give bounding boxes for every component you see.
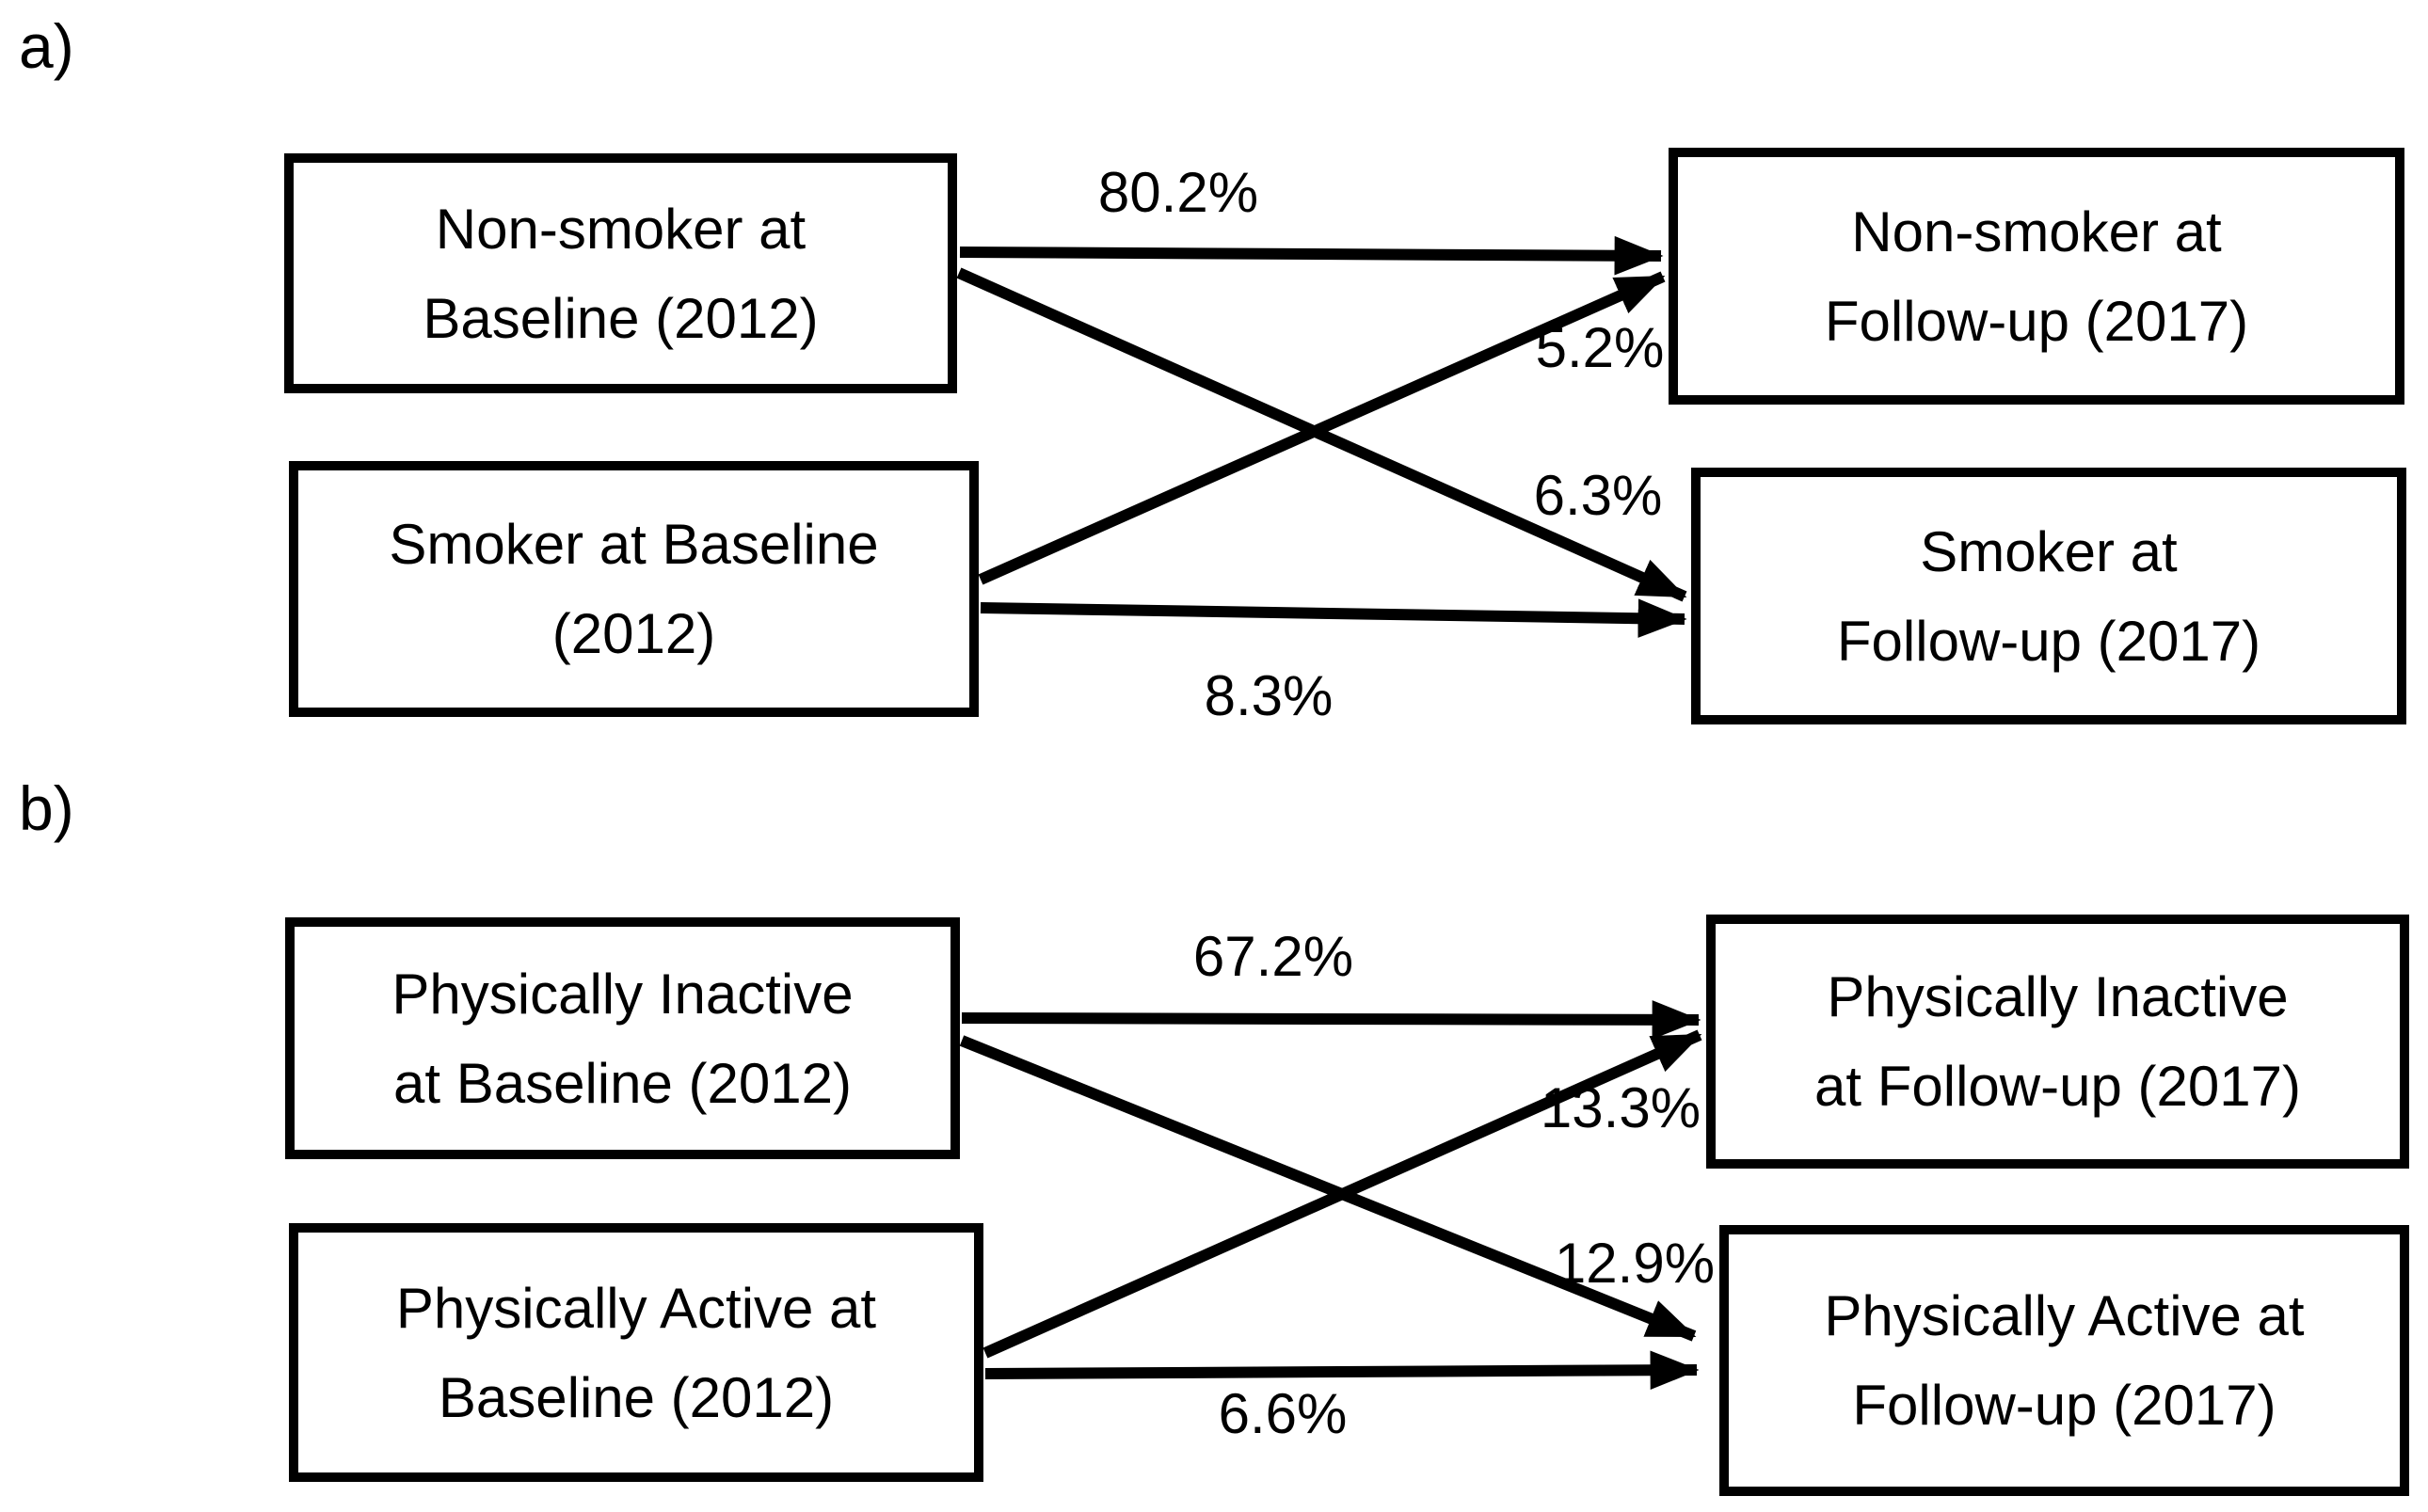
- box-label-line: Physically Active at: [1824, 1284, 2305, 1347]
- box-label-line: Baseline (2012): [423, 286, 819, 350]
- box-smoker-followup: Smoker at Follow-up (2017): [1691, 468, 2406, 724]
- box-label-line: Follow-up (2017): [1852, 1374, 2276, 1437]
- panel-b-label: b): [19, 773, 74, 843]
- box-label-line: (2012): [551, 602, 716, 665]
- box-label-line: Follow-up (2017): [1824, 289, 2249, 353]
- box-smoker-baseline: Smoker at Baseline (2012): [289, 461, 979, 717]
- box-label-line: Smoker at: [1920, 519, 2178, 583]
- transition-percentage-nonsmoker-baseline-to-smoker-followup: 6.3%: [1533, 464, 1663, 527]
- box-label-line: Follow-up (2017): [1836, 609, 2261, 673]
- box-active-followup: Physically Active at Follow-up (2017): [1719, 1225, 2409, 1496]
- transition-percentage-smoker-baseline-to-smoker-followup: 8.3%: [1204, 664, 1334, 727]
- box-label-line: Physically Active at: [395, 1276, 877, 1340]
- transition-percentage-inactive-baseline-to-inactive-followup: 67.2%: [1192, 925, 1354, 988]
- box-label-line: Physically Inactive: [1827, 965, 2289, 1028]
- transition-arrow-inactive-baseline-to-inactive-followup: [961, 1000, 1701, 1040]
- transition-arrow-nonsmoker-baseline-to-nonsmoker-followup: [959, 235, 1664, 276]
- box-label-line: Physically Inactive: [391, 962, 854, 1026]
- box-active-baseline: Physically Active at Baseline (2012): [289, 1223, 983, 1482]
- transition-percentage-active-baseline-to-active-followup: 6.6%: [1218, 1382, 1348, 1445]
- transition-percentage-inactive-baseline-to-active-followup: 12.9%: [1554, 1232, 1716, 1295]
- transition-percentage-smoker-baseline-to-nonsmoker-followup: 5.2%: [1535, 316, 1665, 379]
- box-label-line: Baseline (2012): [438, 1365, 835, 1429]
- transition-percentage-active-baseline-to-inactive-followup: 13.3%: [1540, 1076, 1701, 1139]
- box-nonsmoker-baseline: Non-smoker at Baseline (2012): [284, 153, 957, 393]
- transition-arrow-smoker-baseline-to-smoker-followup: [980, 598, 1687, 639]
- panel-a-label: a): [19, 11, 74, 81]
- box-inactive-baseline: Physically Inactive at Baseline (2012): [285, 917, 960, 1159]
- box-label-line: Non-smoker at: [1851, 199, 2222, 263]
- box-label-line: at Follow-up (2017): [1814, 1055, 2301, 1118]
- box-label-line: Smoker at Baseline: [389, 513, 879, 576]
- box-label-line: at Baseline (2012): [393, 1051, 852, 1115]
- box-inactive-followup: Physically Inactive at Follow-up (2017): [1706, 915, 2409, 1169]
- transition-percentage-nonsmoker-baseline-to-nonsmoker-followup: 80.2%: [1097, 161, 1259, 224]
- transition-arrow-active-baseline-to-active-followup: [984, 1350, 1700, 1391]
- box-nonsmoker-followup: Non-smoker at Follow-up (2017): [1669, 148, 2404, 405]
- box-label-line: Non-smoker at: [435, 197, 807, 261]
